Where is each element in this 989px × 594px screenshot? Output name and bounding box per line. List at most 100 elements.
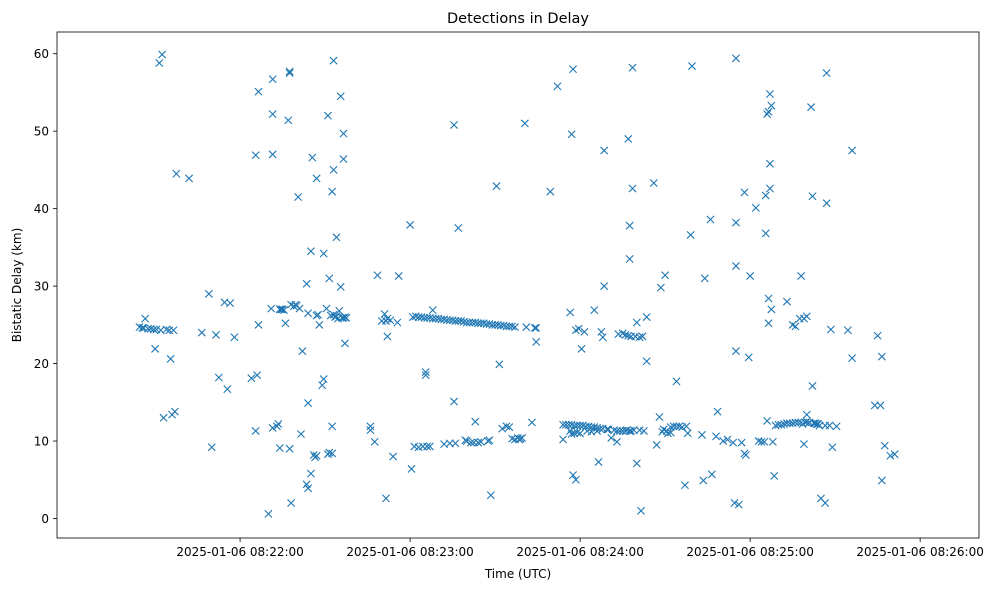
data-point-184 (502, 422, 511, 431)
data-point-383 (877, 476, 886, 485)
data-point-355 (802, 312, 811, 321)
data-point-99 (336, 92, 345, 101)
data-markers (135, 50, 899, 518)
data-point-18 (170, 407, 179, 416)
data-point-181 (498, 424, 507, 433)
data-point-39 (268, 110, 277, 119)
data-point-255 (624, 331, 633, 340)
data-point-106 (342, 313, 351, 322)
data-point-189 (510, 323, 519, 332)
data-point-104 (340, 339, 349, 348)
data-point-367 (815, 421, 824, 430)
data-point-51 (285, 67, 294, 76)
data-point-110 (373, 271, 382, 280)
data-point-231 (590, 423, 599, 432)
y-tick-label-6: 60 (34, 47, 49, 61)
data-point-275 (649, 179, 658, 188)
data-point-157 (462, 318, 471, 327)
data-point-369 (821, 499, 830, 507)
data-point-117 (386, 316, 395, 325)
x-axis-ticks: 2025-01-06 08:22:00 2025-01-06 08:23:00 20… (176, 538, 984, 559)
data-point-15 (166, 354, 175, 363)
data-point-197 (527, 418, 536, 427)
data-point-346 (791, 322, 800, 331)
data-point-276 (652, 440, 661, 449)
data-point-67 (304, 309, 313, 318)
data-point-292 (682, 422, 691, 431)
data-point-295 (688, 62, 697, 71)
data-point-77 (315, 320, 324, 329)
data-point-263 (628, 63, 637, 72)
data-point-35 (254, 87, 263, 96)
data-point-65 (304, 484, 313, 493)
data-point-386 (886, 451, 895, 460)
data-point-78 (318, 381, 327, 390)
data-point-134 (423, 442, 432, 451)
data-point-29 (230, 333, 239, 342)
data-point-286 (669, 422, 678, 431)
data-point-196 (522, 323, 531, 332)
data-point-42 (272, 422, 281, 431)
data-point-332 (767, 101, 776, 110)
data-point-338 (777, 420, 786, 429)
data-point-19 (172, 169, 181, 178)
data-point-201 (546, 187, 555, 196)
data-point-334 (768, 437, 777, 446)
data-point-54 (287, 499, 296, 507)
data-point-317 (746, 272, 755, 281)
data-point-98 (336, 282, 345, 291)
data-point-333 (767, 305, 776, 314)
data-point-85 (325, 274, 334, 283)
data-point-300 (707, 470, 716, 479)
data-point-223 (577, 344, 586, 353)
x-tick-label-1: 2025-01-06 08:23:00 (346, 545, 473, 559)
data-point-75 (312, 451, 321, 460)
data-point-264 (629, 426, 638, 435)
data-point-202 (553, 82, 562, 91)
data-point-73 (312, 174, 321, 183)
data-point-21 (197, 328, 206, 337)
data-point-377 (843, 326, 852, 335)
data-point-203 (559, 435, 568, 444)
data-point-32 (251, 426, 260, 435)
data-point-151 (451, 439, 460, 448)
data-point-321 (760, 437, 769, 446)
data-point-242 (603, 425, 612, 434)
data-point-309 (731, 54, 740, 63)
data-point-258 (625, 254, 634, 263)
data-point-130 (420, 313, 429, 322)
data-point-63 (302, 279, 311, 288)
y-tick-label-4: 40 (34, 202, 49, 216)
data-point-382 (876, 401, 885, 410)
data-point-374 (826, 325, 835, 334)
data-point-294 (686, 230, 695, 239)
plot-frame (56, 31, 980, 539)
data-point-148 (450, 120, 459, 129)
data-point-303 (719, 437, 728, 446)
data-point-379 (848, 146, 857, 155)
data-point-380 (870, 401, 879, 410)
data-point-360 (807, 103, 816, 112)
data-point-120 (394, 272, 403, 281)
data-point-159 (465, 318, 474, 327)
data-point-30 (247, 374, 256, 383)
data-point-272 (639, 426, 648, 435)
data-point-244 (607, 433, 616, 442)
data-point-173 (485, 436, 494, 445)
data-point-13 (162, 325, 171, 334)
data-point-268 (635, 333, 644, 342)
data-point-20 (185, 174, 194, 183)
data-point-262 (628, 184, 637, 193)
data-point-323 (761, 229, 770, 238)
data-point-216 (571, 475, 580, 484)
data-point-187 (508, 322, 517, 331)
data-point-76 (314, 310, 322, 319)
data-point-260 (627, 426, 636, 435)
data-point-320 (757, 437, 766, 446)
data-point-249 (615, 426, 624, 435)
data-point-3 (141, 314, 150, 323)
data-point-266 (632, 318, 641, 327)
y-axis-ticks: 0 10 20 30 40 50 60 (34, 47, 57, 526)
data-point-33 (253, 371, 262, 380)
